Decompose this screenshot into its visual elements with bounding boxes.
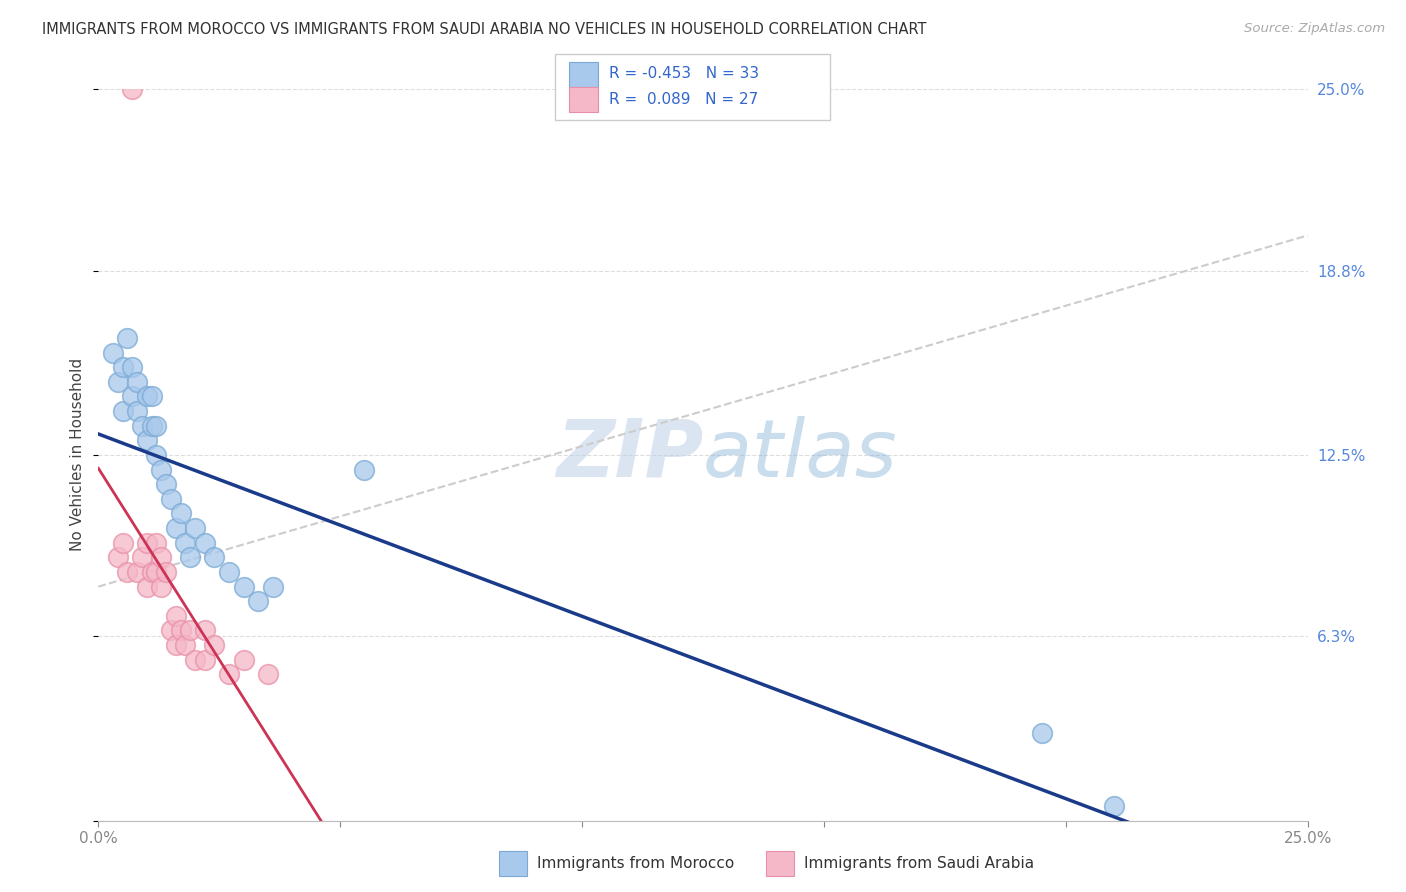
Point (184, 521, 207, 535)
Text: Source: ZipAtlas.com: Source: ZipAtlas.com (1244, 22, 1385, 36)
Point (169, 507, 191, 521)
Point (101, 345, 124, 359)
Point (145, 565, 167, 579)
Point (165, 638, 187, 652)
Point (135, 389, 157, 403)
Point (155, 477, 177, 491)
Point (127, 404, 149, 418)
Point (135, 535, 157, 549)
Point (145, 535, 167, 549)
Point (121, 360, 143, 375)
Point (131, 418, 153, 433)
Point (111, 404, 134, 418)
Point (141, 389, 163, 403)
Point (218, 565, 240, 579)
Point (1102, 799, 1125, 814)
Point (150, 462, 173, 476)
Point (256, 667, 278, 681)
Point (179, 624, 201, 638)
Point (127, 565, 149, 579)
Point (353, 462, 375, 476)
Text: atlas: atlas (703, 416, 898, 494)
Point (169, 624, 191, 638)
Point (107, 550, 129, 565)
Point (150, 550, 173, 565)
Y-axis label: No Vehicles in Household: No Vehicles in Household (70, 359, 86, 551)
Point (194, 535, 217, 549)
Point (165, 608, 187, 623)
Point (184, 653, 207, 667)
Text: ZIP: ZIP (555, 416, 703, 494)
Point (111, 360, 134, 375)
Text: R = -0.453   N = 33: R = -0.453 N = 33 (609, 66, 759, 80)
Point (121, 82, 143, 96)
Point (247, 594, 270, 608)
Point (179, 550, 201, 565)
Point (174, 638, 197, 652)
Point (160, 624, 183, 638)
Point (204, 550, 226, 565)
Point (121, 389, 143, 403)
Point (165, 521, 187, 535)
Text: Immigrants from Saudi Arabia: Immigrants from Saudi Arabia (804, 856, 1035, 871)
Point (160, 491, 183, 506)
Point (155, 565, 177, 579)
Point (194, 624, 217, 638)
Point (117, 565, 139, 579)
Point (204, 638, 226, 652)
Text: R =  0.089   N = 27: R = 0.089 N = 27 (609, 92, 758, 106)
Point (141, 418, 163, 433)
Point (218, 667, 240, 681)
Point (174, 535, 197, 549)
Point (131, 550, 153, 565)
Point (117, 331, 139, 345)
Text: Immigrants from Morocco: Immigrants from Morocco (537, 856, 734, 871)
Point (262, 580, 284, 594)
Point (145, 418, 167, 433)
Point (127, 375, 149, 389)
Point (232, 653, 254, 667)
Point (232, 580, 254, 594)
Point (1031, 726, 1053, 740)
Point (150, 580, 173, 594)
Point (141, 565, 163, 579)
Point (135, 434, 157, 448)
Text: IMMIGRANTS FROM MOROCCO VS IMMIGRANTS FROM SAUDI ARABIA NO VEHICLES IN HOUSEHOLD: IMMIGRANTS FROM MOROCCO VS IMMIGRANTS FR… (42, 22, 927, 37)
Point (194, 653, 217, 667)
Point (111, 535, 134, 549)
Point (107, 375, 129, 389)
Point (135, 580, 157, 594)
Point (145, 448, 167, 462)
